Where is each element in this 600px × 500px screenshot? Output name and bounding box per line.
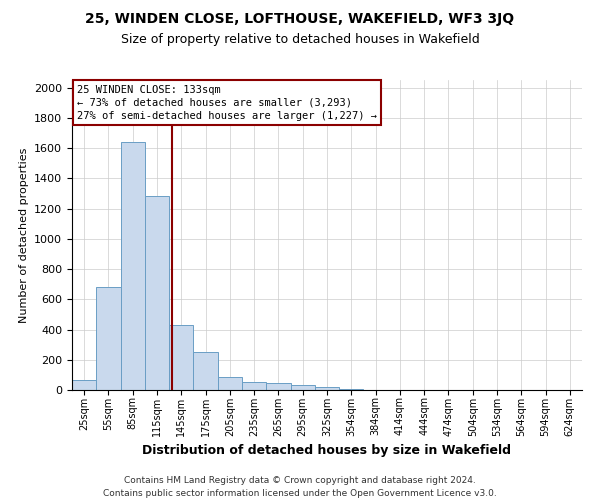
Bar — [96, 287, 121, 390]
Bar — [169, 325, 193, 390]
X-axis label: Distribution of detached houses by size in Wakefield: Distribution of detached houses by size … — [143, 444, 511, 457]
Bar — [72, 380, 96, 390]
Text: Size of property relative to detached houses in Wakefield: Size of property relative to detached ho… — [121, 32, 479, 46]
Bar — [218, 377, 242, 390]
Text: Contains HM Land Registry data © Crown copyright and database right 2024.
Contai: Contains HM Land Registry data © Crown c… — [103, 476, 497, 498]
Bar — [266, 383, 290, 390]
Bar — [242, 382, 266, 390]
Text: 25, WINDEN CLOSE, LOFTHOUSE, WAKEFIELD, WF3 3JQ: 25, WINDEN CLOSE, LOFTHOUSE, WAKEFIELD, … — [85, 12, 515, 26]
Bar — [145, 196, 169, 390]
Bar — [339, 389, 364, 390]
Bar — [121, 142, 145, 390]
Text: 25 WINDEN CLOSE: 133sqm
← 73% of detached houses are smaller (3,293)
27% of semi: 25 WINDEN CLOSE: 133sqm ← 73% of detache… — [77, 84, 377, 121]
Bar — [193, 352, 218, 390]
Bar — [315, 387, 339, 390]
Bar — [290, 386, 315, 390]
Y-axis label: Number of detached properties: Number of detached properties — [19, 148, 29, 322]
